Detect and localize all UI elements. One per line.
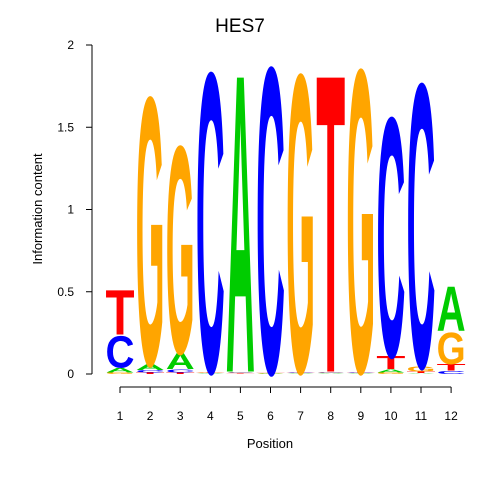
x-tick-label: 9 — [357, 409, 364, 423]
logo-letter-C: C — [376, 45, 405, 428]
logo-letter-T: T — [286, 372, 316, 373]
x-tick-label: 10 — [384, 409, 398, 423]
logo-letter-T: T — [376, 352, 405, 373]
logo-letter-T: T — [166, 372, 196, 375]
logo-letter-T: T — [226, 373, 256, 374]
logo-letter-C: C — [316, 372, 345, 373]
y-tick-label: 2 — [67, 38, 74, 52]
logo-letter-G: G — [106, 372, 135, 375]
logo-letter-A: A — [376, 368, 405, 373]
logo-letter-C: C — [226, 371, 255, 372]
x-axis-label: Position — [247, 436, 293, 451]
logo-letter-G: G — [376, 372, 405, 375]
x-tick-label: 5 — [237, 409, 244, 423]
logo-letter-A: A — [196, 373, 225, 374]
logo-letter-C: C — [256, 0, 285, 467]
logo-letter-C: C — [196, 0, 225, 463]
logo-letter-T: T — [407, 371, 437, 374]
logo-letter-A: A — [166, 348, 195, 374]
logo-letter-G: G — [407, 365, 436, 373]
logo-letter-G: G — [316, 371, 345, 372]
logo-letter-T: T — [196, 371, 226, 372]
logo-letter-G: G — [136, 16, 165, 445]
y-axis-label: Information content — [30, 153, 45, 265]
y-tick-label: 1.5 — [57, 120, 74, 134]
logo-letter-C: C — [166, 368, 195, 373]
logo-letter-A: A — [256, 373, 285, 374]
logo-letter-T: T — [256, 372, 286, 373]
logo-letter-A: A — [437, 275, 466, 346]
x-tick-label: 8 — [327, 409, 334, 423]
x-tick-label: 4 — [207, 409, 214, 423]
x-tick-label: 6 — [267, 409, 274, 423]
y-tick-label: 0 — [67, 367, 74, 381]
logo-letter-G: G — [437, 322, 466, 374]
logo-letter-A: A — [136, 363, 165, 372]
logo-letter-A: A — [286, 373, 315, 374]
logo-letter-A: A — [106, 366, 135, 374]
logo-letter-G: G — [166, 83, 195, 416]
logo-letter-C: C — [407, 0, 436, 454]
logo-letter-G: G — [196, 372, 225, 373]
x-tick-label: 3 — [177, 409, 184, 423]
x-tick-label: 11 — [415, 409, 428, 423]
x-tick-label: 2 — [147, 409, 154, 423]
logo-letter-T: T — [346, 372, 376, 373]
chart-title: HES7 — [215, 16, 265, 37]
x-tick-label: 12 — [444, 409, 458, 423]
logo-letter-G: G — [286, 0, 315, 463]
x-tick-label: 7 — [297, 409, 304, 423]
y-axis: 0 0.5 1 1.5 2 — [57, 38, 93, 381]
x-axis: 1 2 3 4 5 6 7 8 9 10 11 12 — [117, 386, 458, 423]
logo-letter-T: T — [136, 372, 166, 375]
y-tick-label: 1 — [67, 203, 74, 217]
logo-letter-G: G — [256, 373, 285, 374]
logo-letter-T: T — [106, 277, 135, 349]
logo-letter-G: G — [226, 372, 255, 373]
logo-letter-C: C — [286, 371, 315, 372]
logo-letter-G: G — [346, 0, 375, 465]
y-tick-label: 0.5 — [57, 285, 74, 299]
logo-letter-T: T — [437, 363, 466, 373]
logo-letter-T: T — [316, 0, 345, 463]
logo-letter-C: C — [346, 371, 375, 372]
logo-letter-A: A — [346, 373, 375, 374]
logo-letter-C: C — [106, 327, 135, 378]
x-tick-label: 1 — [117, 409, 124, 423]
logo-letter-A: A — [226, 0, 255, 463]
logo-letter-C: C — [136, 369, 165, 373]
logo-letter-A: A — [407, 373, 436, 374]
logo-letter-C: C — [437, 370, 466, 375]
logo-letter-A: A — [316, 373, 345, 374]
